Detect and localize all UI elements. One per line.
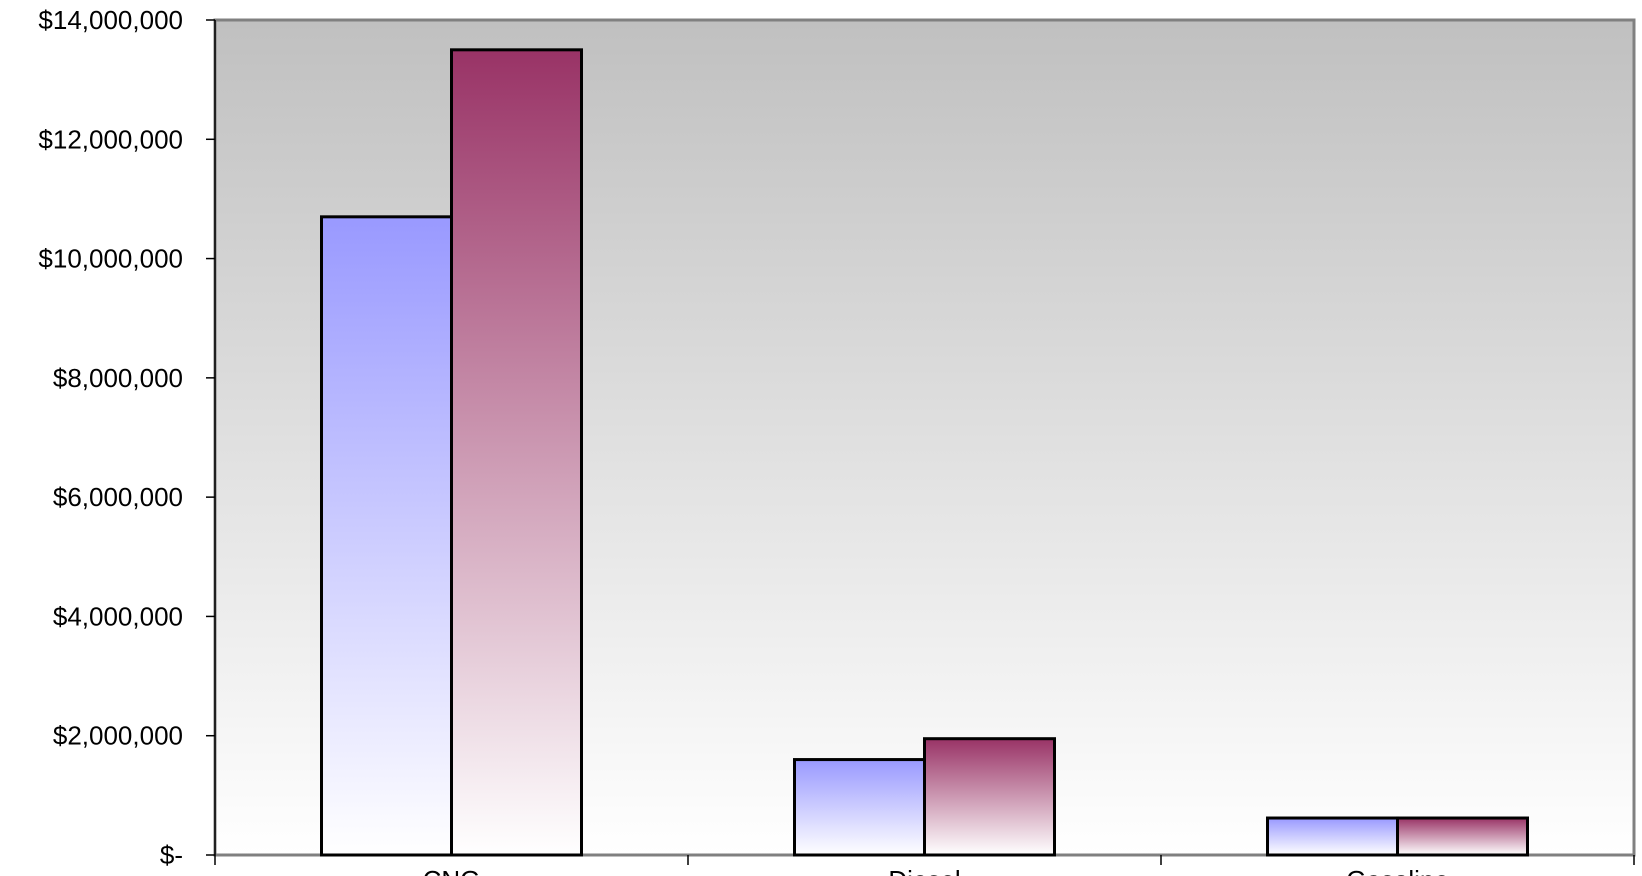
y-tick-label: $-	[160, 840, 183, 870]
bar-cng-series-1	[320, 215, 453, 857]
bar-diesel-series-2	[923, 737, 1056, 857]
y-tick-label: $4,000,000	[53, 601, 183, 631]
bar-cng-series-2	[450, 48, 583, 857]
x-category-label: Gasoline	[1346, 865, 1449, 876]
x-category-label: Diesel	[888, 865, 960, 876]
bar-diesel-series-1	[793, 758, 926, 857]
y-tick-label: $12,000,000	[38, 124, 183, 154]
y-tick-label: $14,000,000	[38, 5, 183, 35]
x-category-label: CNG	[423, 865, 481, 876]
y-tick-label: $6,000,000	[53, 482, 183, 512]
bars-group	[320, 48, 1529, 857]
y-tick-label: $8,000,000	[53, 363, 183, 393]
y-tick-label: $2,000,000	[53, 721, 183, 751]
category-labels: CNG Diesel Gasoline	[423, 865, 1449, 876]
bar-gasoline-series-1	[1266, 816, 1399, 857]
y-axis: $- $2,000,000 $4,000,000 $6,000,000 $8,000,0…	[38, 5, 216, 870]
bar-gasoline-series-2	[1396, 816, 1529, 857]
x-axis	[214, 855, 1635, 865]
y-tick-label: $10,000,000	[38, 244, 183, 274]
